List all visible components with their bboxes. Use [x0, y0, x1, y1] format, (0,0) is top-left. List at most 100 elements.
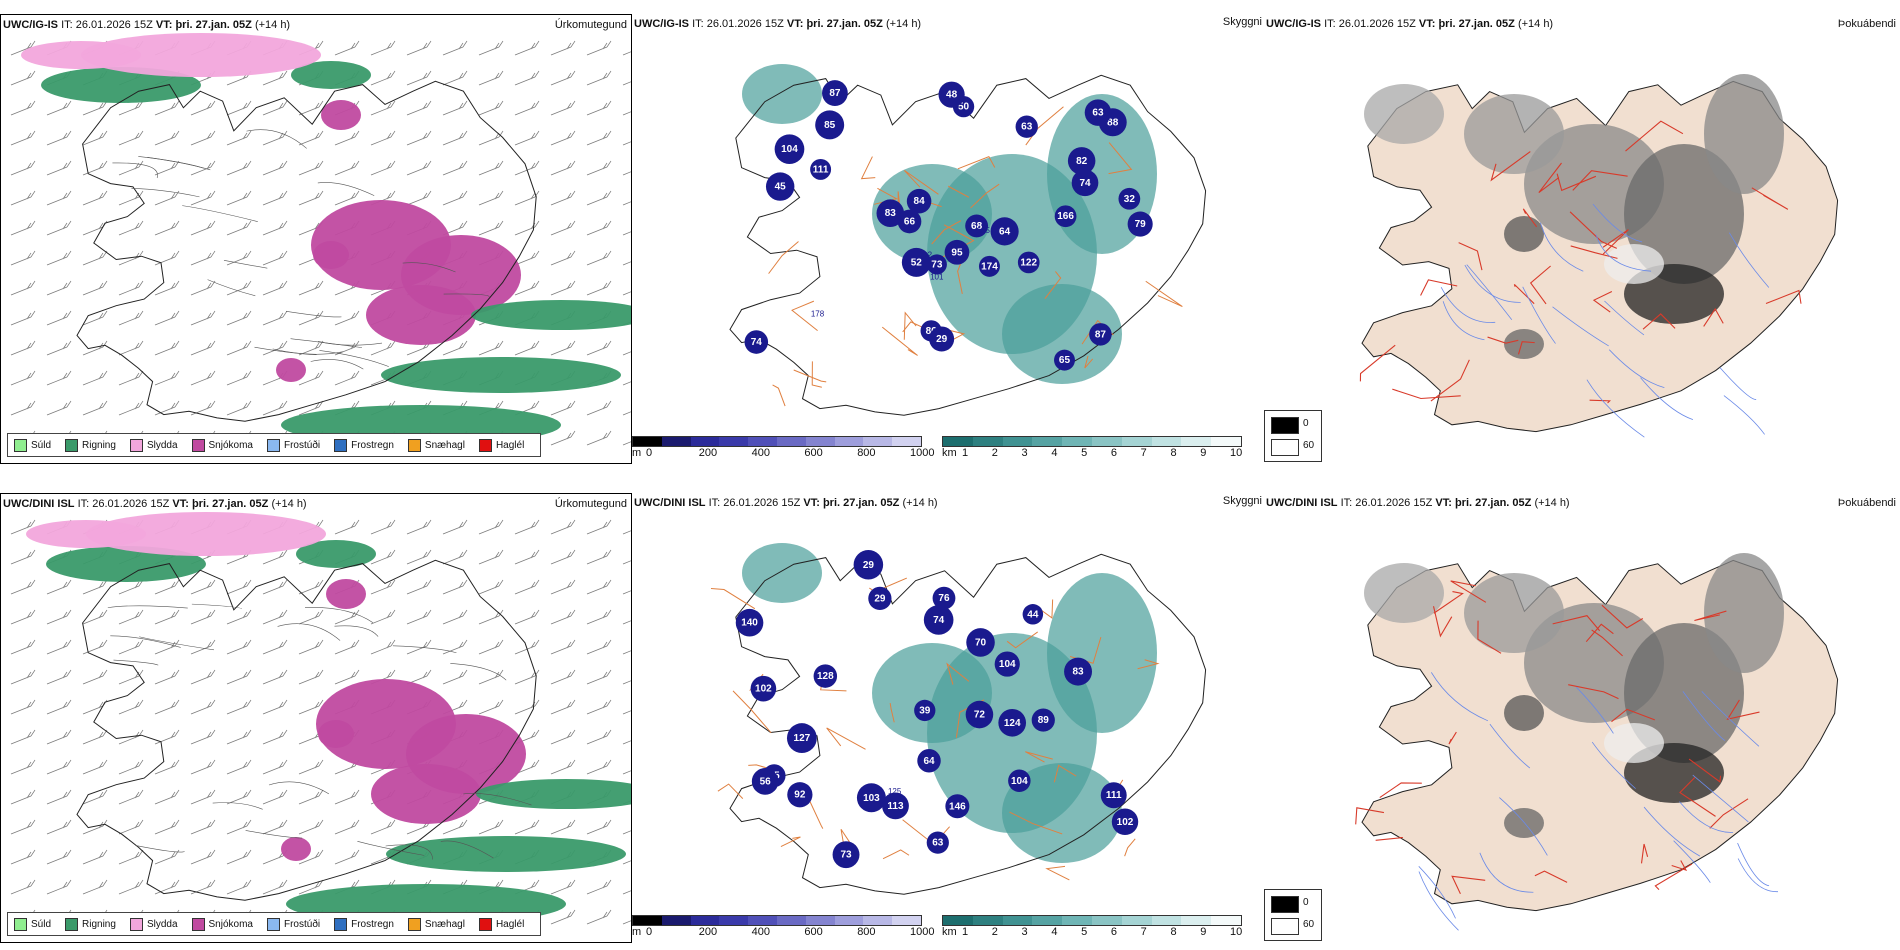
wind-barb — [10, 639, 36, 655]
river-line — [1575, 686, 1614, 734]
colorbar-unit: km — [942, 926, 957, 938]
road-line — [946, 662, 970, 685]
colorbar-tick-label: 5 — [1081, 447, 1088, 459]
wind-barb — [586, 430, 612, 446]
wind-barb — [550, 609, 576, 625]
visibility-value-label: 63 — [1021, 122, 1033, 133]
wind-barb — [550, 130, 576, 146]
wind-barb — [10, 609, 36, 625]
visibility-value-label: 102 — [755, 684, 772, 695]
fog-map — [1355, 553, 1839, 931]
wind-barb — [406, 130, 432, 146]
colorbar-tick-label: 8 — [1170, 447, 1177, 459]
wind-barb — [46, 669, 72, 685]
wind-barb — [550, 190, 576, 206]
colorbar-tick-label: 400 — [751, 926, 770, 938]
wind-barb — [586, 699, 612, 715]
wind-barb — [46, 759, 72, 775]
precip-legend: Súld Rigning Slydda Snjókoma Frostúði Frostre… — [7, 912, 542, 936]
panel-header: UWC/DINI ISL IT: 26.01.2026 15Z VT: þri.… — [3, 498, 307, 510]
wind-barb — [586, 400, 612, 416]
wind-barb — [226, 759, 252, 775]
snow-area — [326, 579, 366, 609]
wind-barb — [262, 579, 288, 595]
colorbar-segment — [805, 916, 835, 925]
wind-barb — [334, 789, 360, 805]
low-visibility-blob — [897, 209, 922, 234]
wind-barb — [46, 250, 72, 266]
visibility-value-label: 52 — [911, 257, 923, 268]
visibility-value-label: 74 — [751, 337, 763, 348]
low-visibility-blob — [998, 708, 1027, 737]
wind-barb — [550, 100, 576, 116]
contour-line — [463, 793, 532, 806]
fog-area — [1604, 244, 1664, 284]
colorbar-tick-label: 600 — [804, 926, 823, 938]
wind-barb — [46, 280, 72, 296]
road-line — [1642, 313, 1676, 330]
legend-swatch — [65, 438, 79, 452]
colorbar-segment — [1091, 916, 1122, 925]
colorbar-segment — [690, 916, 720, 925]
wind-barb — [82, 879, 108, 895]
wind-barb — [478, 70, 504, 86]
low-visibility-blob — [914, 699, 936, 722]
colorbar-tick-label: 8 — [1170, 926, 1177, 938]
legend-swatch-low — [1271, 896, 1299, 913]
colorbar-segment — [863, 916, 893, 925]
visibility-area — [742, 543, 822, 603]
wind-barb — [298, 310, 324, 326]
road-line — [889, 703, 895, 723]
road-line — [1477, 620, 1502, 654]
wind-barb — [226, 190, 252, 206]
road-line — [882, 849, 910, 860]
wind-barb — [82, 579, 108, 595]
wind-barb — [478, 190, 504, 206]
wind-barb — [514, 40, 540, 56]
colorbar-unit: m — [632, 926, 642, 938]
wind-barb — [514, 519, 540, 535]
wind-barb — [622, 830, 631, 835]
wind-barb — [334, 160, 360, 176]
wind-barb — [46, 190, 72, 206]
legend-swatch — [478, 917, 492, 931]
wind-barb — [10, 130, 36, 146]
wind-barb — [82, 340, 108, 356]
visibility-value-label: 68 — [971, 221, 983, 232]
road-line — [1448, 731, 1457, 745]
wind-barb — [10, 340, 36, 356]
visibility-value-label: 113 — [887, 801, 904, 812]
legend-item: Haglél — [478, 917, 524, 931]
low-visibility-blob — [1064, 657, 1093, 686]
wind-barb — [154, 819, 180, 835]
visibility-value-label: 84 — [914, 196, 926, 207]
road-line — [1359, 344, 1396, 382]
wind-barb — [154, 789, 180, 805]
rain-area — [476, 779, 631, 809]
low-visibility-blob — [1084, 99, 1112, 126]
river-line — [1701, 691, 1760, 747]
wind-barb — [226, 819, 252, 835]
colorbar-segment — [943, 916, 973, 925]
wind-barb — [442, 100, 468, 116]
contour-line — [443, 293, 490, 297]
wind-barb — [118, 400, 144, 416]
road-line — [860, 156, 876, 180]
fog-area — [1624, 144, 1744, 284]
wind-barb — [262, 130, 288, 146]
visibility-map: 7310410310412792851133944707483140761241… — [710, 543, 1207, 895]
wind-barb — [10, 280, 36, 296]
wind-barb — [82, 609, 108, 625]
colorbar-segment — [892, 916, 921, 925]
low-visibility-blob — [945, 794, 970, 819]
wind-barb — [586, 609, 612, 625]
colorbar-tick-label: 3 — [1021, 447, 1028, 459]
low-visibility-blob — [856, 783, 886, 813]
wind-barb — [10, 699, 36, 715]
wind-barb — [514, 70, 540, 86]
wind-barb — [622, 411, 631, 416]
low-visibility-blob — [750, 675, 777, 702]
visibility-area — [872, 164, 992, 264]
low-visibility-blob — [751, 768, 779, 795]
colorbar-segment — [805, 437, 835, 446]
